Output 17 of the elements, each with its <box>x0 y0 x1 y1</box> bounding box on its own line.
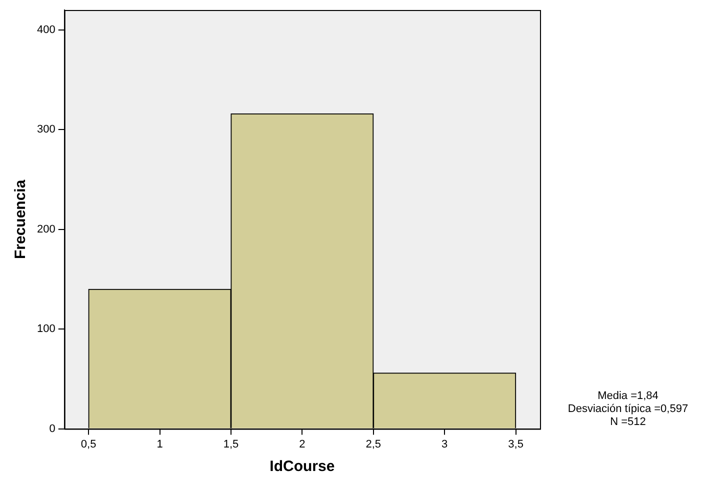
text: Desviación típica =0,597 <box>566 403 690 416</box>
x-tick-label: 1,5 <box>223 438 239 450</box>
x-tick-label: 0,5 <box>80 438 96 450</box>
x-axis-title: IdCourse <box>270 458 335 476</box>
text: Media =1,84 <box>596 390 660 403</box>
y-tick-label: 100 <box>36 323 56 336</box>
y-tick-label: 300 <box>36 124 56 136</box>
text: N =512 <box>609 416 647 429</box>
y-tick-label: 0 <box>49 422 56 435</box>
x-tick-label: 2 <box>299 438 306 450</box>
y-tick-label: 400 <box>36 24 56 36</box>
y-axis-title: Frecuencia <box>12 179 30 260</box>
x-tick-label: 2,5 <box>366 438 382 450</box>
x-tick-label: 1 <box>156 438 163 450</box>
x-tick-label: 3,5 <box>508 438 524 450</box>
y-tick-label: 200 <box>36 223 56 236</box>
x-tick-label: 3 <box>442 438 448 450</box>
